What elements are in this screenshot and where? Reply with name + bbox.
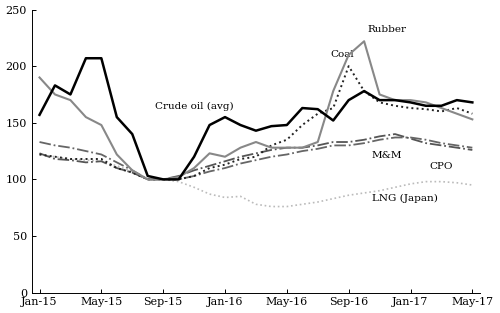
Text: M&M: M&M [372, 151, 402, 160]
Text: Rubber: Rubber [367, 25, 406, 34]
Text: Coal: Coal [330, 50, 354, 59]
Text: Crude oil (avg): Crude oil (avg) [156, 102, 234, 111]
Text: LNG (Japan): LNG (Japan) [372, 194, 438, 203]
Text: CPO: CPO [429, 162, 452, 171]
